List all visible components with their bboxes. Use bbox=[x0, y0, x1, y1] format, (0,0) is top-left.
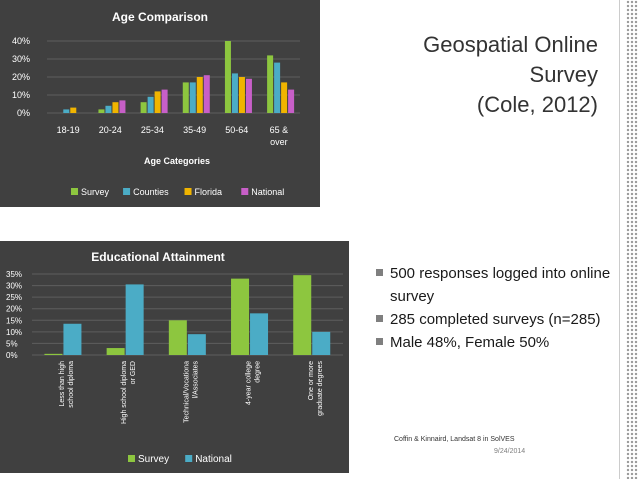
y-tick-label: 0% bbox=[6, 351, 18, 360]
legend-label: Survey bbox=[138, 454, 169, 465]
bar bbox=[161, 89, 168, 113]
square-bullet-icon bbox=[376, 315, 383, 322]
bullet-item: Male 48%, Female 50% bbox=[376, 331, 616, 354]
legend-label: Survey bbox=[81, 187, 110, 197]
bar bbox=[70, 107, 77, 113]
y-tick-label: 30% bbox=[6, 282, 22, 291]
bar bbox=[231, 278, 250, 355]
y-tick-label: 40% bbox=[12, 36, 30, 46]
y-tick-label: 10% bbox=[6, 328, 22, 337]
bar bbox=[224, 41, 231, 113]
bar bbox=[182, 82, 189, 113]
legend-label: Counties bbox=[133, 187, 169, 197]
bar bbox=[288, 89, 295, 113]
y-tick-label: 5% bbox=[6, 339, 18, 348]
bullet-list: 500 responses logged into online survey … bbox=[376, 262, 616, 354]
y-tick-label: 30% bbox=[12, 54, 30, 64]
bullet-item: 285 completed surveys (n=285) bbox=[376, 308, 616, 331]
x-category-label: 50-64 bbox=[225, 125, 248, 135]
chart-title: Educational Attainment bbox=[91, 250, 225, 264]
educational-attainment-chart: Educational Attainment 0% 5% 10% 15% 20% 25% 30… bbox=[0, 241, 349, 473]
bar bbox=[154, 91, 161, 113]
legend-label: National bbox=[251, 187, 284, 197]
square-bullet-icon bbox=[376, 269, 383, 276]
bar bbox=[98, 109, 105, 113]
bar bbox=[293, 275, 312, 355]
legend-swatch bbox=[71, 188, 78, 195]
x-category-label: over bbox=[270, 137, 288, 147]
bar bbox=[105, 105, 112, 113]
bar bbox=[250, 313, 269, 355]
square-bullet-icon bbox=[376, 338, 383, 345]
dotted-edge-decoration bbox=[626, 0, 638, 479]
x-axis-title: Age Categories bbox=[144, 156, 210, 166]
x-category-label: degree bbox=[255, 361, 262, 383]
bar bbox=[112, 102, 119, 113]
y-tick-label: 20% bbox=[6, 305, 22, 314]
x-category-label: Technical/Vocationa bbox=[183, 361, 190, 423]
x-category-label: 35-49 bbox=[183, 125, 206, 135]
legend-swatch bbox=[128, 455, 135, 462]
bar bbox=[281, 82, 288, 113]
educational-attainment-chart-svg: Educational Attainment 0% 5% 10% 15% 20% 25% 30… bbox=[6, 250, 343, 465]
x-category-label: High school diploma bbox=[121, 361, 128, 424]
bar bbox=[231, 73, 238, 113]
y-tick-label: 25% bbox=[6, 293, 22, 302]
bar bbox=[267, 55, 274, 113]
bullet-text: 500 responses logged into online survey bbox=[390, 265, 611, 305]
bar bbox=[187, 334, 206, 355]
image-credit: Coffin & Kinnaird, Landsat 8 in SolVES bbox=[394, 436, 515, 443]
x-category-label: l/Associates bbox=[192, 361, 199, 399]
slide-title-line: (Cole, 2012) bbox=[476, 92, 598, 117]
y-tick-label: 10% bbox=[12, 90, 30, 100]
y-tick-label: 35% bbox=[6, 270, 22, 279]
legend-label: Florida bbox=[195, 187, 223, 197]
x-category-label: school diploma bbox=[68, 361, 75, 408]
bullet-item: 500 responses logged into online survey bbox=[376, 262, 616, 308]
x-category-label: 4-year college bbox=[246, 361, 253, 405]
bar bbox=[119, 100, 126, 113]
slide-edge-line bbox=[619, 0, 620, 479]
x-category-label: One or more bbox=[308, 361, 315, 400]
legend-swatch bbox=[241, 188, 249, 195]
y-tick-label: 15% bbox=[6, 316, 22, 325]
bar bbox=[125, 284, 144, 355]
bar bbox=[44, 353, 63, 355]
bar bbox=[63, 109, 70, 113]
legend-swatch bbox=[184, 188, 192, 195]
bar bbox=[238, 77, 245, 113]
age-comparison-chart: Age Comparison 0% 10% 20% 30% 40% 18-19 20-24 25… bbox=[0, 0, 320, 207]
x-category-label: 65 & bbox=[270, 125, 289, 135]
y-tick-label: 0% bbox=[17, 108, 30, 118]
bar bbox=[274, 62, 281, 113]
slide-title: Geospatial Online Survey (Cole, 2012) bbox=[410, 30, 598, 120]
slide-title-line: Geospatial Online bbox=[423, 32, 598, 57]
x-category-label: Less than high bbox=[59, 361, 66, 407]
bar bbox=[196, 77, 203, 113]
bar bbox=[189, 82, 196, 113]
chart-title: Age Comparison bbox=[112, 10, 208, 24]
legend-swatch bbox=[123, 188, 131, 195]
bar bbox=[168, 320, 187, 355]
bar bbox=[203, 75, 210, 113]
bar bbox=[140, 102, 147, 113]
slide-date: 9/24/2014 bbox=[494, 448, 526, 455]
x-category-label: or GED bbox=[130, 361, 137, 384]
bar bbox=[245, 78, 252, 113]
bar bbox=[312, 331, 331, 355]
bar bbox=[63, 323, 82, 355]
x-category-label: 25-34 bbox=[141, 125, 164, 135]
legend-label: National bbox=[195, 454, 232, 465]
x-category-label: graduate degrees bbox=[317, 361, 324, 416]
bullet-text: 285 completed surveys (n=285) bbox=[390, 311, 601, 328]
slide-title-line: Survey bbox=[529, 62, 598, 87]
legend-swatch bbox=[185, 455, 193, 462]
x-category-label: 20-24 bbox=[99, 125, 122, 135]
y-tick-label: 20% bbox=[12, 72, 30, 82]
bar bbox=[147, 96, 154, 113]
age-comparison-chart-svg: Age Comparison 0% 10% 20% 30% 40% 18-19 20-24 25… bbox=[12, 10, 300, 197]
bullet-text: Male 48%, Female 50% bbox=[390, 334, 550, 351]
x-category-label: 18-19 bbox=[57, 125, 80, 135]
bar bbox=[106, 348, 125, 355]
